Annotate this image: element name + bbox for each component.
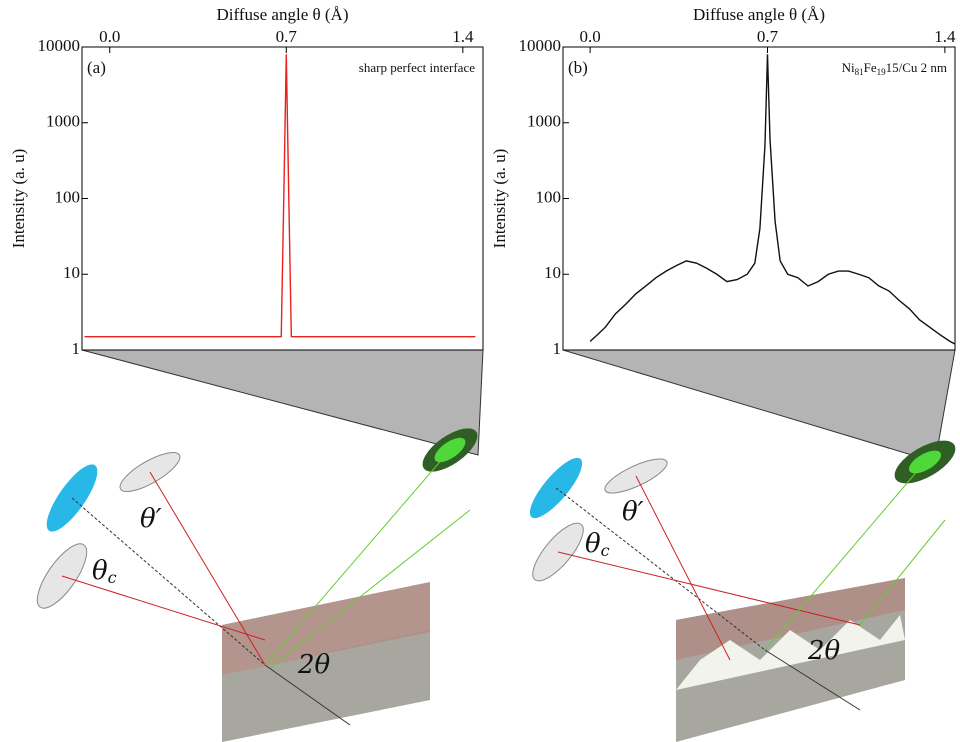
sample-top (676, 578, 905, 660)
y-tick-label: 10000 (38, 36, 81, 55)
annotation-sub: 81 (855, 67, 864, 77)
y-tick-label: 10 (544, 263, 561, 282)
x-tick-label: 0.0 (99, 27, 120, 46)
illustration-a: θ′ θc 2θ (36, 349, 484, 742)
rough-interface (676, 615, 905, 690)
theta-prime: θ′ (622, 497, 644, 527)
annotation-part: 15/Cu 2 nm (886, 60, 947, 75)
annotation-part: Ni (842, 60, 855, 75)
panel-label: (a) (87, 58, 106, 77)
x-tick-label: 0.7 (757, 27, 779, 46)
chart: Diffuse angle θ (Å) Intensity (a. u) (b) 0.… (490, 5, 956, 358)
x-tick-label: 1.4 (452, 27, 474, 46)
x-tick-label: 1.4 (934, 27, 956, 46)
y-tick-label: 10 (63, 263, 80, 282)
scatter-beam (264, 449, 451, 666)
y-tick-label: 1000 (527, 112, 561, 131)
projection-wedge (81, 349, 484, 456)
theta-c: θc (92, 556, 117, 587)
sample-top (222, 582, 430, 675)
panel-label: (b) (568, 58, 588, 77)
data-line (589, 54, 956, 345)
plot-frame (562, 46, 956, 351)
illustration-b: θ′ θc 2θ (529, 349, 956, 742)
beam (71, 497, 266, 666)
beam (557, 551, 861, 626)
x-tick-label: 0.7 (276, 27, 298, 46)
scatter-beam (269, 509, 471, 669)
projection-wedge (562, 349, 956, 463)
beam (61, 575, 266, 641)
scatter-beam (859, 519, 946, 626)
annotation-sub: 19 (877, 67, 887, 77)
x-axis-title: Diffuse angle θ (Å) (693, 5, 825, 24)
beam (635, 475, 731, 661)
y-tick-label: 100 (536, 187, 562, 206)
y-axis-title: Intensity (a. u) (9, 149, 28, 249)
x-tick-label: 0.0 (579, 27, 600, 46)
y-tick-label: 1 (553, 339, 562, 358)
theta-c: θc (585, 529, 610, 560)
scatter-beam (764, 461, 926, 651)
beam (764, 649, 861, 711)
beam (149, 471, 266, 666)
theta: θ (585, 529, 601, 559)
y-tick-label: 1000 (46, 112, 80, 131)
x-axis-title: Diffuse angle θ (Å) (217, 5, 349, 24)
theta-prime: θ′ (140, 504, 162, 534)
beam (555, 487, 766, 651)
y-tick-label: 10000 (519, 36, 562, 55)
chart: Diffuse angle θ (Å) Intensity (a. u) (a) 0.… (9, 5, 484, 358)
y-tick-label: 1 (72, 339, 81, 358)
annotation: Ni81Fe1915/Cu 2 nm (842, 60, 947, 77)
two-theta: 2θ (297, 650, 331, 680)
two-theta: 2θ (807, 636, 841, 666)
y-axis-title: Intensity (a. u) (490, 149, 509, 249)
annotation: sharp perfect interface (359, 60, 475, 75)
y-tick-label: 100 (55, 187, 81, 206)
theta-sub: c (601, 541, 610, 560)
theta-sub: c (108, 568, 117, 587)
beam (264, 664, 351, 726)
annotation-part: Fe (864, 60, 877, 75)
theta: θ (92, 556, 108, 586)
sample-substrate (222, 630, 430, 742)
data-line (84, 54, 476, 338)
